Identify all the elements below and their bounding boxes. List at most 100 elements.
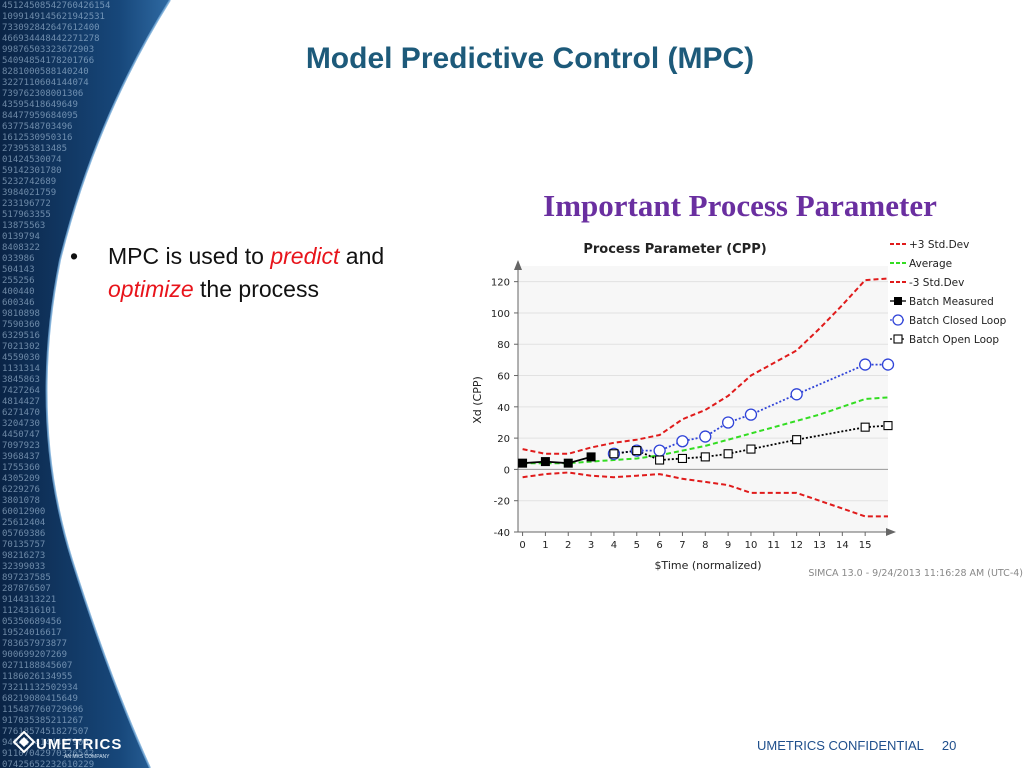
legend-label: +3 Std.Dev: [909, 239, 969, 251]
sidebar-digit-row: 1124316101: [2, 606, 56, 616]
chart-heading: Important Process Parameter: [543, 188, 937, 223]
logo-subtitle: AN MKS COMPANY: [64, 754, 110, 760]
sidebar-digit-row: 54094854178201766: [2, 56, 94, 66]
sidebar-digit-row: 6229276: [2, 485, 40, 495]
x-tick-label: 3: [588, 540, 594, 551]
sidebar-digit-row: 287876507: [2, 584, 51, 594]
data-point: [721, 416, 735, 429]
bullet-text-2: and: [339, 243, 385, 269]
series-line: [522, 471, 888, 518]
sidebar-digit-row: 25612404: [2, 518, 45, 528]
data-point: [744, 408, 758, 421]
legend-marker: [892, 314, 904, 326]
sidebar-digit-row: 7097923: [2, 441, 40, 451]
footer-confidential: UMETRICS CONFIDENTIAL: [757, 738, 924, 753]
data-point: [540, 457, 550, 467]
x-tick-label: 7: [679, 540, 685, 551]
sidebar-digit-row: 4305209: [2, 474, 40, 484]
sidebar-digit-row: 68219080415649: [2, 694, 78, 704]
x-tick-label: 12: [790, 540, 803, 551]
sidebar-digit-row: 400440: [2, 287, 35, 297]
series-line: [522, 456, 592, 465]
legend-label: Batch Measured: [909, 296, 994, 308]
x-tick-label: 10: [745, 540, 758, 551]
chart-y-axis-label: Xd (CPP): [471, 376, 484, 424]
legend-label: -3 Std.Dev: [909, 277, 964, 289]
sidebar-digit-row: 4450747: [2, 430, 40, 440]
y-tick-label: 100: [491, 309, 510, 320]
x-tick-label: 8: [702, 540, 708, 551]
x-tick-label: 14: [836, 540, 849, 551]
sidebar-digit-row: 600346: [2, 298, 35, 308]
sidebar-digit-row: 60012900: [2, 507, 45, 517]
sidebar-digit-row: 07425652232610229: [2, 760, 94, 768]
sidebar-digit-row: 6377548703496: [2, 122, 72, 132]
slide-title: Model Predictive Control (MPC): [305, 42, 755, 75]
sidebar-digit-row: 7761857451827507: [2, 727, 89, 737]
sidebar-digit-row: 8408322: [2, 243, 40, 253]
sidebar-digit-row: 3227110604144074: [2, 78, 89, 88]
data-point: [632, 446, 642, 456]
sidebar-digit-row: 255256: [2, 276, 35, 286]
sidebar-digit-row: 1755360: [2, 463, 40, 473]
sidebar-digit-row: 783657973877: [2, 639, 67, 649]
sidebar-digit-row: 233196772: [2, 199, 51, 209]
sidebar-digit-row: 6271470: [2, 408, 40, 418]
x-tick-label: 4: [611, 540, 617, 551]
sidebar-digit-row: 917035385211267: [2, 716, 83, 726]
sidebar-digit-row: 19524016617: [2, 628, 62, 638]
sidebar-digit-row: 7427264: [2, 386, 40, 396]
y-tick-label: 120: [491, 278, 510, 289]
sidebar-digit-row: 9810898: [2, 309, 40, 319]
logo-text: UMETRICS: [36, 736, 123, 753]
sidebar-digit-row: 4559030: [2, 353, 40, 363]
legend-label: Batch Open Loop: [909, 334, 999, 346]
sidebar-digit-row: 897237585: [2, 573, 51, 583]
x-tick-label: 1: [542, 540, 548, 551]
sidebar-digit-row: 05769386: [2, 529, 45, 539]
sidebar-digit-row: 115487760729696: [2, 705, 83, 715]
bullet-text-3: the process: [193, 276, 319, 302]
sidebar-digit-row: 5232742689: [2, 177, 56, 187]
footer: UMETRICS CONFIDENTIAL 20: [757, 738, 956, 753]
sidebar-digit-row: 99876503323672903: [2, 45, 94, 55]
x-tick-label: 6: [656, 540, 662, 551]
sidebar-digit-row: 8281000588140240: [2, 67, 89, 77]
sidebar-digit-row: 466934448442271278: [2, 34, 100, 44]
chart-footnote: SIMCA 13.0 - 9/24/2013 11:16:28 AM (UTC-…: [808, 568, 1023, 579]
data-point: [676, 435, 689, 448]
data-point: [860, 422, 870, 432]
legend-marker: [894, 297, 902, 305]
bullet-marker: •: [70, 243, 79, 269]
data-point: [563, 458, 573, 468]
legend-label: Average: [909, 258, 952, 270]
data-point: [518, 458, 528, 468]
data-point: [700, 452, 710, 462]
sidebar-digit-row: 05350689456: [2, 617, 62, 627]
y-tick-label: -40: [494, 528, 510, 539]
sidebar-digit-row: 7590360: [2, 320, 40, 330]
sidebar-digit-row: 1099149145621942531: [2, 12, 105, 22]
data-point: [677, 453, 687, 464]
sidebar-digit-row: 900699207269: [2, 650, 67, 660]
data-point: [883, 421, 893, 431]
chart-title: Process Parameter (CPP): [583, 242, 766, 257]
x-tick-label: 13: [813, 540, 826, 551]
data-point: [699, 430, 712, 443]
sidebar-digit-row: 13875563: [2, 221, 45, 231]
sidebar-digit-row: 91107042970326542: [2, 749, 94, 759]
sidebar-digit-row: 3968437: [2, 452, 40, 462]
sidebar-digit-row: 32399033: [2, 562, 45, 572]
y-tick-label: -20: [494, 497, 510, 508]
sidebar-digit-row: 3984021759: [2, 188, 56, 198]
sidebar-digit-row: 1131314: [2, 364, 40, 374]
page-number: 20: [941, 738, 957, 753]
y-tick-label: 60: [497, 372, 510, 383]
sidebar-digit-row: 84477959684095: [2, 111, 78, 121]
x-tick-label: 9: [725, 540, 731, 551]
sidebar-digit-row: 7021302: [2, 342, 40, 352]
bullet-text-1: MPC is used to: [108, 243, 271, 269]
data-point: [586, 452, 596, 462]
sidebar-digit-row: 3204730: [2, 419, 40, 429]
